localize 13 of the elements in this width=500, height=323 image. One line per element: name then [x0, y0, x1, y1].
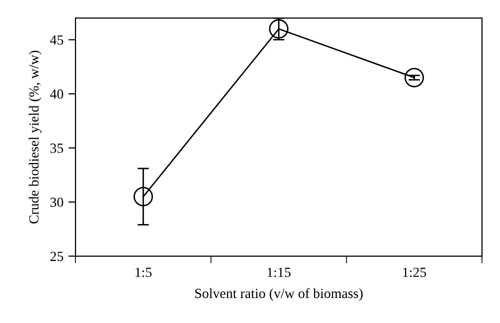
point — [269, 19, 288, 39]
y-tick-label: 25 — [50, 252, 64, 262]
x-tick-label: 1:5 — [136, 268, 152, 278]
point — [134, 186, 153, 206]
y-axis-title: Crude biodiesel yield (%, w/w) — [28, 50, 42, 224]
x-tick-label: 1:15 — [268, 268, 291, 278]
point — [404, 68, 424, 88]
x-axis-title: Solvent ratio (v/w of biomass) — [195, 288, 363, 301]
x-tick-label: 1:25 — [403, 268, 426, 278]
y-tick-label: 30 — [50, 198, 64, 207]
y-tick-label: 40 — [50, 89, 64, 99]
y-tick-label: 45 — [50, 35, 64, 45]
y-tick-label: 35 — [50, 144, 64, 153]
